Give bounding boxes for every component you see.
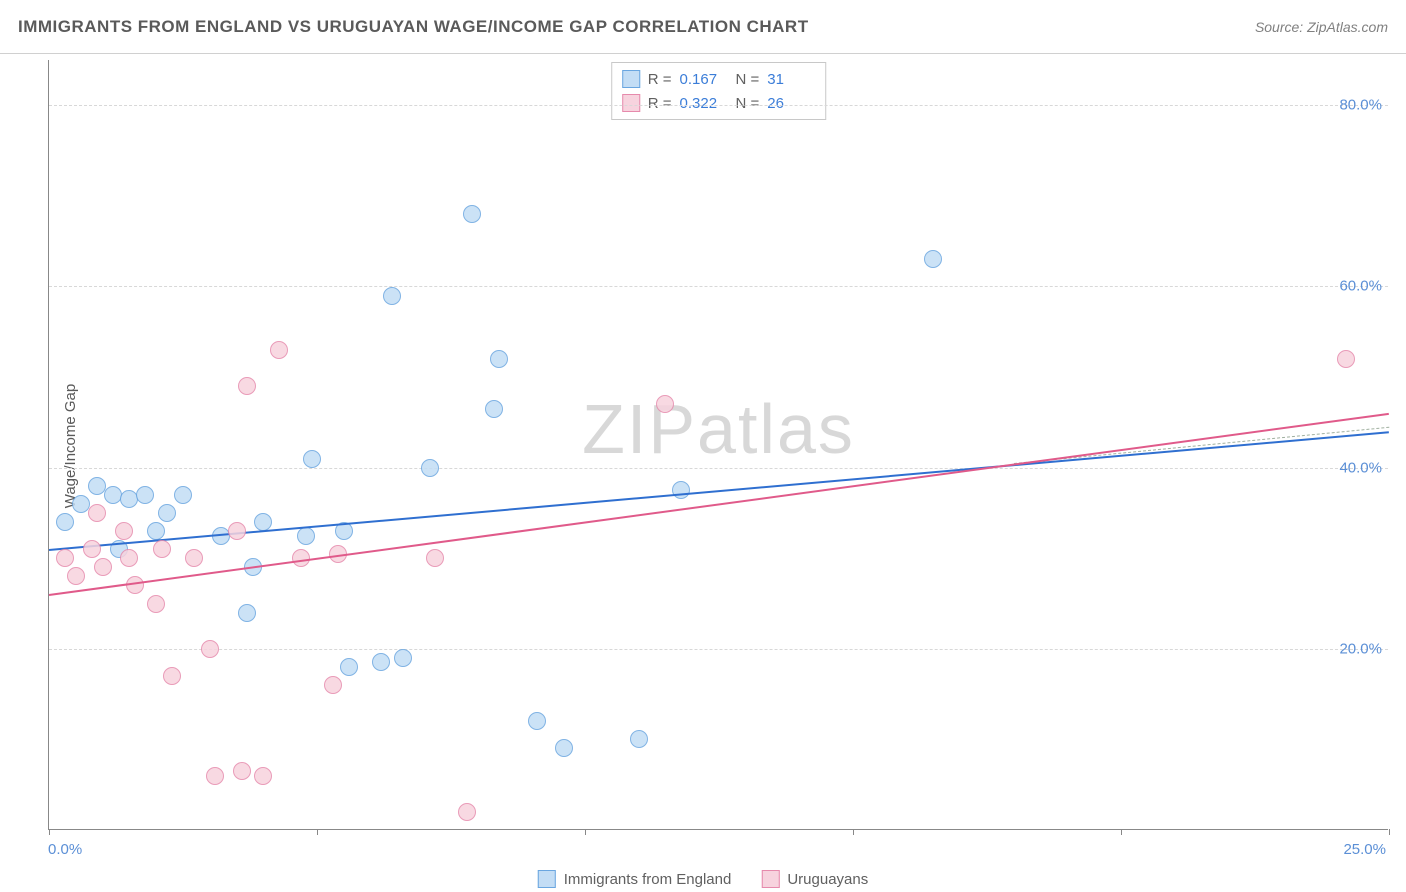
y-tick-label: 40.0% bbox=[1339, 459, 1394, 476]
data-point-england bbox=[303, 450, 321, 468]
data-point-uruguay bbox=[115, 522, 133, 540]
data-point-uruguay bbox=[120, 549, 138, 567]
data-point-england bbox=[394, 649, 412, 667]
data-point-england bbox=[297, 527, 315, 545]
chart-title: IMMIGRANTS FROM ENGLAND VS URUGUAYAN WAG… bbox=[18, 17, 809, 37]
data-point-uruguay bbox=[94, 558, 112, 576]
gridline bbox=[49, 649, 1388, 650]
stats-row-uruguay: R = 0.322 N = 26 bbox=[622, 91, 816, 115]
data-point-england bbox=[136, 486, 154, 504]
swatch-icon bbox=[622, 70, 640, 88]
gridline bbox=[49, 105, 1388, 106]
x-tick bbox=[585, 829, 586, 835]
data-point-england bbox=[254, 513, 272, 531]
r-label: R = bbox=[648, 71, 672, 88]
x-tick bbox=[1389, 829, 1390, 835]
data-point-england bbox=[421, 459, 439, 477]
data-point-uruguay bbox=[56, 549, 74, 567]
data-point-uruguay bbox=[163, 667, 181, 685]
n-label: N = bbox=[736, 95, 760, 112]
data-point-uruguay bbox=[656, 395, 674, 413]
legend-label: Uruguayans bbox=[787, 871, 868, 888]
data-point-uruguay bbox=[270, 341, 288, 359]
data-point-uruguay bbox=[238, 377, 256, 395]
scatter-plot-area: ZIPatlas R =0.167N =31R =0.322N =26 20.0… bbox=[48, 60, 1388, 830]
x-tick-label: 0.0% bbox=[48, 841, 82, 858]
swatch-icon bbox=[761, 870, 779, 888]
data-point-uruguay bbox=[83, 540, 101, 558]
source-label: Source: bbox=[1255, 19, 1307, 35]
data-point-uruguay bbox=[185, 549, 203, 567]
data-point-england bbox=[340, 658, 358, 676]
swatch-icon bbox=[622, 94, 640, 112]
data-point-england bbox=[672, 481, 690, 499]
data-point-england bbox=[485, 400, 503, 418]
data-point-england bbox=[174, 486, 192, 504]
x-tick bbox=[1121, 829, 1122, 835]
data-point-uruguay bbox=[67, 567, 85, 585]
data-point-england bbox=[238, 604, 256, 622]
n-value: 26 bbox=[767, 95, 815, 112]
source-attribution: Source: ZipAtlas.com bbox=[1255, 19, 1388, 35]
data-point-england bbox=[490, 350, 508, 368]
data-point-england bbox=[158, 504, 176, 522]
trend-line-england bbox=[49, 431, 1389, 551]
r-value: 0.322 bbox=[680, 95, 728, 112]
legend-item-england: Immigrants from England bbox=[538, 870, 732, 888]
data-point-uruguay bbox=[201, 640, 219, 658]
data-point-england bbox=[147, 522, 165, 540]
data-point-uruguay bbox=[233, 762, 251, 780]
data-point-england bbox=[383, 287, 401, 305]
gridline bbox=[49, 468, 1388, 469]
data-point-uruguay bbox=[147, 595, 165, 613]
n-value: 31 bbox=[767, 71, 815, 88]
data-point-england bbox=[56, 513, 74, 531]
data-point-england bbox=[630, 730, 648, 748]
y-tick-label: 80.0% bbox=[1339, 97, 1394, 114]
x-tick-label: 25.0% bbox=[1343, 841, 1386, 858]
stats-row-england: R = 0.167 N = 31 bbox=[622, 67, 816, 91]
y-tick-label: 20.0% bbox=[1339, 640, 1394, 657]
series-legend: Immigrants from England Uruguayans bbox=[538, 870, 868, 888]
x-tick bbox=[853, 829, 854, 835]
watermark-text: ZIPatlas bbox=[582, 389, 855, 469]
data-point-england bbox=[463, 205, 481, 223]
data-point-uruguay bbox=[153, 540, 171, 558]
n-label: N = bbox=[736, 71, 760, 88]
data-point-uruguay bbox=[1337, 350, 1355, 368]
legend-label: Immigrants from England bbox=[564, 871, 732, 888]
gridline bbox=[49, 286, 1388, 287]
data-point-uruguay bbox=[324, 676, 342, 694]
legend-item-uruguay: Uruguayans bbox=[761, 870, 868, 888]
chart-header: IMMIGRANTS FROM ENGLAND VS URUGUAYAN WAG… bbox=[0, 0, 1406, 54]
data-point-uruguay bbox=[228, 522, 246, 540]
data-point-uruguay bbox=[458, 803, 476, 821]
data-point-england bbox=[555, 739, 573, 757]
data-point-england bbox=[924, 250, 942, 268]
data-point-uruguay bbox=[126, 576, 144, 594]
x-tick bbox=[49, 829, 50, 835]
stats-legend-box: R = 0.167 N = 31 R = 0.322 N = 26 bbox=[611, 62, 827, 120]
data-point-uruguay bbox=[206, 767, 224, 785]
r-value: 0.167 bbox=[680, 71, 728, 88]
data-point-uruguay bbox=[426, 549, 444, 567]
data-point-england bbox=[528, 712, 546, 730]
data-point-uruguay bbox=[254, 767, 272, 785]
data-point-uruguay bbox=[88, 504, 106, 522]
r-label: R = bbox=[648, 95, 672, 112]
y-tick-label: 60.0% bbox=[1339, 278, 1394, 295]
x-tick bbox=[317, 829, 318, 835]
data-point-england bbox=[372, 653, 390, 671]
swatch-icon bbox=[538, 870, 556, 888]
source-value: ZipAtlas.com bbox=[1307, 19, 1388, 35]
